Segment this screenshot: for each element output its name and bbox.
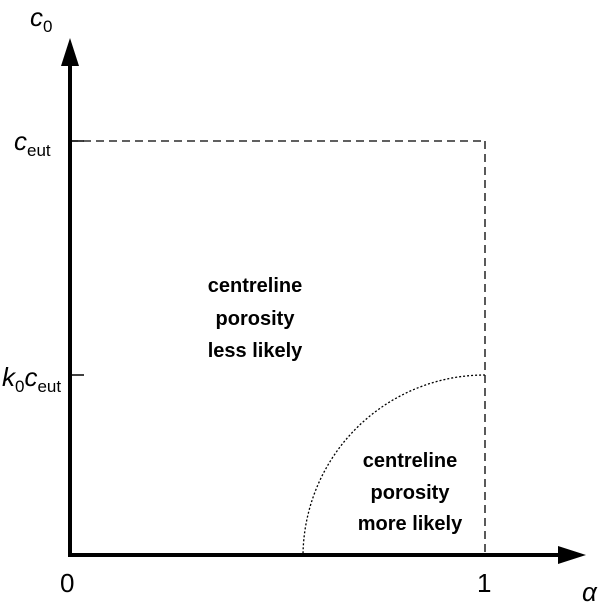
region-text: porosity — [371, 482, 451, 504]
region-text: porosity — [216, 308, 296, 330]
region-text: centreline — [363, 450, 457, 472]
boundary-arc — [302, 374, 486, 556]
region-text: centreline — [208, 275, 302, 297]
region-text: less likely — [208, 340, 303, 362]
x-origin-label: 0 — [60, 568, 74, 598]
k0ceut-label: k0ceut — [2, 362, 61, 396]
y-axis-label: c0 — [30, 2, 52, 36]
x-end-label: 1 — [477, 568, 491, 598]
region-text: more likely — [358, 513, 463, 535]
x-arrow — [558, 546, 586, 564]
ceut-label: ceut — [14, 126, 51, 160]
y-arrow — [61, 38, 79, 66]
x-axis-label: α — [582, 577, 598, 604]
